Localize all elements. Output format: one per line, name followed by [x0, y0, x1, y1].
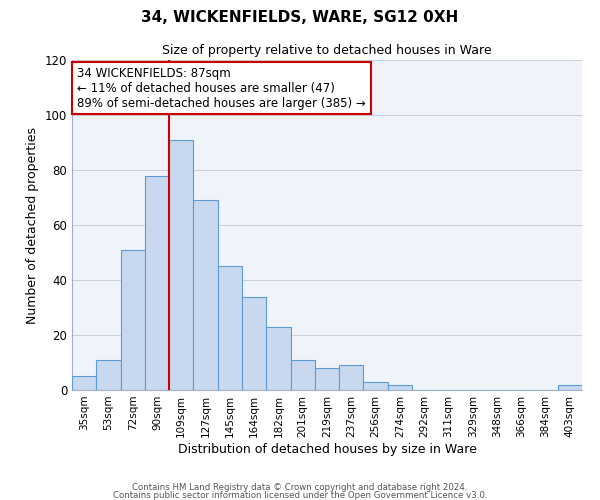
X-axis label: Distribution of detached houses by size in Ware: Distribution of detached houses by size …: [178, 442, 476, 456]
Text: Contains public sector information licensed under the Open Government Licence v3: Contains public sector information licen…: [113, 490, 487, 500]
Bar: [290, 360, 315, 390]
Bar: [388, 384, 412, 390]
Bar: [266, 327, 290, 390]
Bar: [315, 368, 339, 390]
Bar: [193, 200, 218, 390]
Bar: [218, 266, 242, 390]
Bar: [364, 382, 388, 390]
Text: Contains HM Land Registry data © Crown copyright and database right 2024.: Contains HM Land Registry data © Crown c…: [132, 484, 468, 492]
Bar: [121, 250, 145, 390]
Title: Size of property relative to detached houses in Ware: Size of property relative to detached ho…: [162, 44, 492, 58]
Bar: [242, 296, 266, 390]
Bar: [72, 376, 96, 390]
Y-axis label: Number of detached properties: Number of detached properties: [26, 126, 39, 324]
Bar: [169, 140, 193, 390]
Text: 34, WICKENFIELDS, WARE, SG12 0XH: 34, WICKENFIELDS, WARE, SG12 0XH: [142, 10, 458, 25]
Bar: [558, 384, 582, 390]
Bar: [339, 365, 364, 390]
Bar: [96, 360, 121, 390]
Bar: [145, 176, 169, 390]
Text: 34 WICKENFIELDS: 87sqm
← 11% of detached houses are smaller (47)
89% of semi-det: 34 WICKENFIELDS: 87sqm ← 11% of detached…: [77, 66, 366, 110]
